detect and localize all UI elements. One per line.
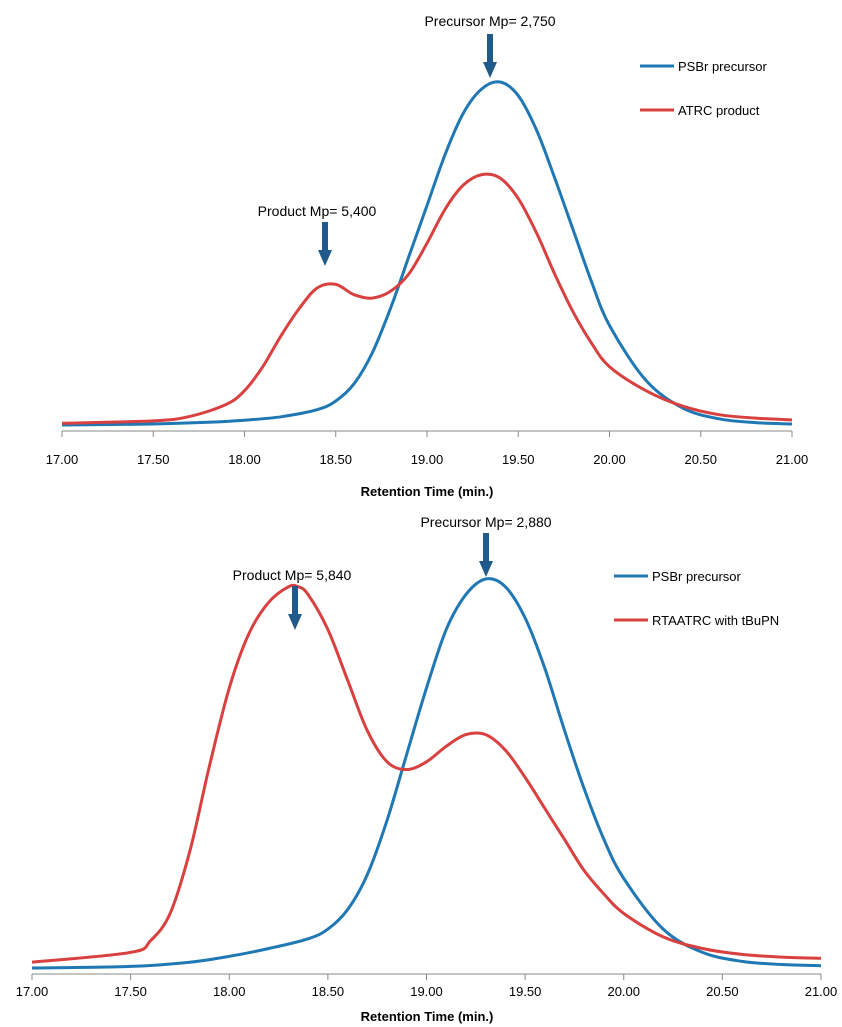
x-tick-label: 17.50 bbox=[137, 452, 170, 467]
product-mp-annotation: Product Mp= 5,400 bbox=[258, 203, 377, 219]
x-tick-label: 21.00 bbox=[776, 452, 809, 467]
series-line-psbr-precursor bbox=[61, 80, 793, 427]
x-tick-label: 20.50 bbox=[684, 452, 717, 467]
precursor-mp-annotation: Precursor Mp= 2,750 bbox=[424, 13, 555, 29]
x-tick-label: 20.50 bbox=[706, 984, 739, 999]
x-tick-label: 18.50 bbox=[312, 984, 345, 999]
x-tick-label: 19.50 bbox=[502, 452, 535, 467]
legend: PSBr precursor ATRC product bbox=[640, 59, 768, 118]
x-tick-label: 21.00 bbox=[805, 984, 838, 999]
product-mp-annotation: Product Mp= 5,840 bbox=[233, 567, 352, 583]
legend-label-rtaatrc: RTAATRC with tBuPN bbox=[652, 613, 779, 628]
precursor-arrow-icon bbox=[479, 533, 493, 577]
x-tick-label: 19.00 bbox=[411, 452, 444, 467]
x-ticks: 17.00 17.50 18.00 18.50 19.00 19.50 20.00 20.50… bbox=[46, 431, 809, 467]
x-axis-title: Retention Time (min.) bbox=[361, 484, 494, 499]
product-arrow-icon bbox=[318, 222, 332, 266]
series-line-rtaatrc-with-tbupn bbox=[31, 583, 822, 964]
x-tick-label: 20.00 bbox=[607, 984, 640, 999]
x-tick-label: 18.00 bbox=[228, 452, 261, 467]
x-tick-label: 18.00 bbox=[213, 984, 246, 999]
legend-label-psbr: PSBr precursor bbox=[652, 569, 742, 584]
precursor-mp-annotation: Precursor Mp= 2,880 bbox=[420, 514, 551, 530]
x-ticks: 17.00 17.50 18.00 18.50 19.00 19.50 20.00 20.50… bbox=[16, 974, 838, 999]
product-arrow-icon bbox=[288, 586, 302, 630]
x-tick-label: 17.00 bbox=[46, 452, 79, 467]
x-tick-label: 20.00 bbox=[593, 452, 626, 467]
x-tick-label: 19.00 bbox=[410, 984, 443, 999]
x-tick-label: 17.50 bbox=[114, 984, 147, 999]
series-group bbox=[61, 80, 793, 427]
x-axis-title: Retention Time (min.) bbox=[361, 1009, 494, 1024]
series-line-atrc-product bbox=[61, 172, 793, 425]
legend-label-atrc: ATRC product bbox=[678, 103, 760, 118]
series-line-psbr-precursor bbox=[31, 577, 822, 970]
precursor-arrow-icon bbox=[483, 34, 497, 78]
x-tick-label: 18.50 bbox=[319, 452, 352, 467]
legend-label-psbr: PSBr precursor bbox=[678, 59, 768, 74]
legend: PSBr precursor RTAATRC with tBuPN bbox=[614, 569, 779, 628]
x-tick-label: 17.00 bbox=[16, 984, 49, 999]
bottom-chart: 17.00 17.50 18.00 18.50 19.00 19.50 20.00 20.50… bbox=[16, 514, 838, 1024]
x-tick-label: 19.50 bbox=[509, 984, 542, 999]
top-chart: 17.00 17.50 18.00 18.50 19.00 19.50 20.00 20.50… bbox=[46, 13, 809, 499]
series-group bbox=[31, 577, 822, 970]
